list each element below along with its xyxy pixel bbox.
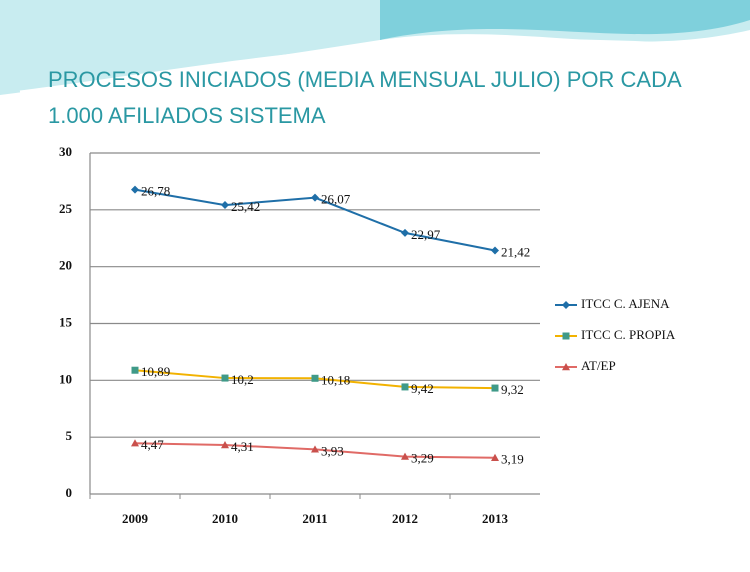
data-label: 10,18 bbox=[321, 372, 350, 387]
data-point bbox=[311, 445, 319, 453]
data-label: 4,47 bbox=[141, 437, 164, 452]
y-tick-label: 5 bbox=[66, 428, 73, 443]
data-label: 26,78 bbox=[141, 184, 170, 199]
y-tick-label: 10 bbox=[59, 371, 72, 386]
y-tick-label: 0 bbox=[66, 485, 73, 500]
data-point bbox=[401, 383, 409, 391]
data-label: 22,97 bbox=[411, 227, 441, 242]
legend-marker bbox=[562, 301, 570, 309]
data-label: 26,07 bbox=[321, 192, 351, 207]
data-label: 9,42 bbox=[411, 381, 434, 396]
data-label: 21,42 bbox=[501, 245, 530, 260]
y-tick-label: 30 bbox=[59, 144, 72, 159]
y-tick-label: 25 bbox=[59, 201, 73, 216]
data-label: 3,93 bbox=[321, 443, 344, 458]
legend-marker bbox=[562, 363, 570, 371]
x-tick-label: 2010 bbox=[212, 511, 238, 526]
data-label: 9,32 bbox=[501, 382, 524, 397]
data-point bbox=[311, 374, 319, 382]
header-wave bbox=[380, 0, 750, 40]
legend-label: ITCC C. PROPIA bbox=[581, 327, 676, 342]
data-point bbox=[221, 374, 229, 382]
data-point bbox=[221, 201, 229, 210]
chart-title: PROCESOS INICIADOS (MEDIA MENSUAL JULIO)… bbox=[48, 67, 681, 128]
x-tick-label: 2012 bbox=[392, 511, 418, 526]
data-point bbox=[221, 441, 229, 449]
data-label: 25,42 bbox=[231, 199, 260, 214]
data-point bbox=[491, 246, 499, 255]
data-label: 10,89 bbox=[141, 364, 170, 379]
data-label: 3,29 bbox=[411, 451, 434, 466]
data-label: 4,31 bbox=[231, 439, 254, 454]
y-tick-label: 15 bbox=[59, 314, 73, 329]
x-tick-label: 2011 bbox=[302, 511, 327, 526]
data-label: 10,2 bbox=[231, 372, 254, 387]
y-tick-label: 20 bbox=[59, 258, 72, 273]
data-point bbox=[491, 453, 499, 461]
data-point bbox=[491, 384, 499, 392]
x-tick-label: 2013 bbox=[482, 511, 509, 526]
x-tick-label: 2009 bbox=[122, 511, 149, 526]
data-point bbox=[401, 228, 409, 237]
data-point bbox=[131, 185, 139, 194]
data-label: 3,19 bbox=[501, 452, 524, 467]
data-point bbox=[131, 366, 139, 374]
data-point bbox=[401, 452, 409, 460]
data-point bbox=[131, 439, 139, 447]
header-wave bbox=[19, 39, 750, 94]
legend-marker bbox=[562, 332, 570, 340]
data-point bbox=[311, 193, 319, 202]
legend-label: AT/EP bbox=[581, 358, 616, 373]
legend-label: ITCC C. AJENA bbox=[581, 296, 670, 311]
